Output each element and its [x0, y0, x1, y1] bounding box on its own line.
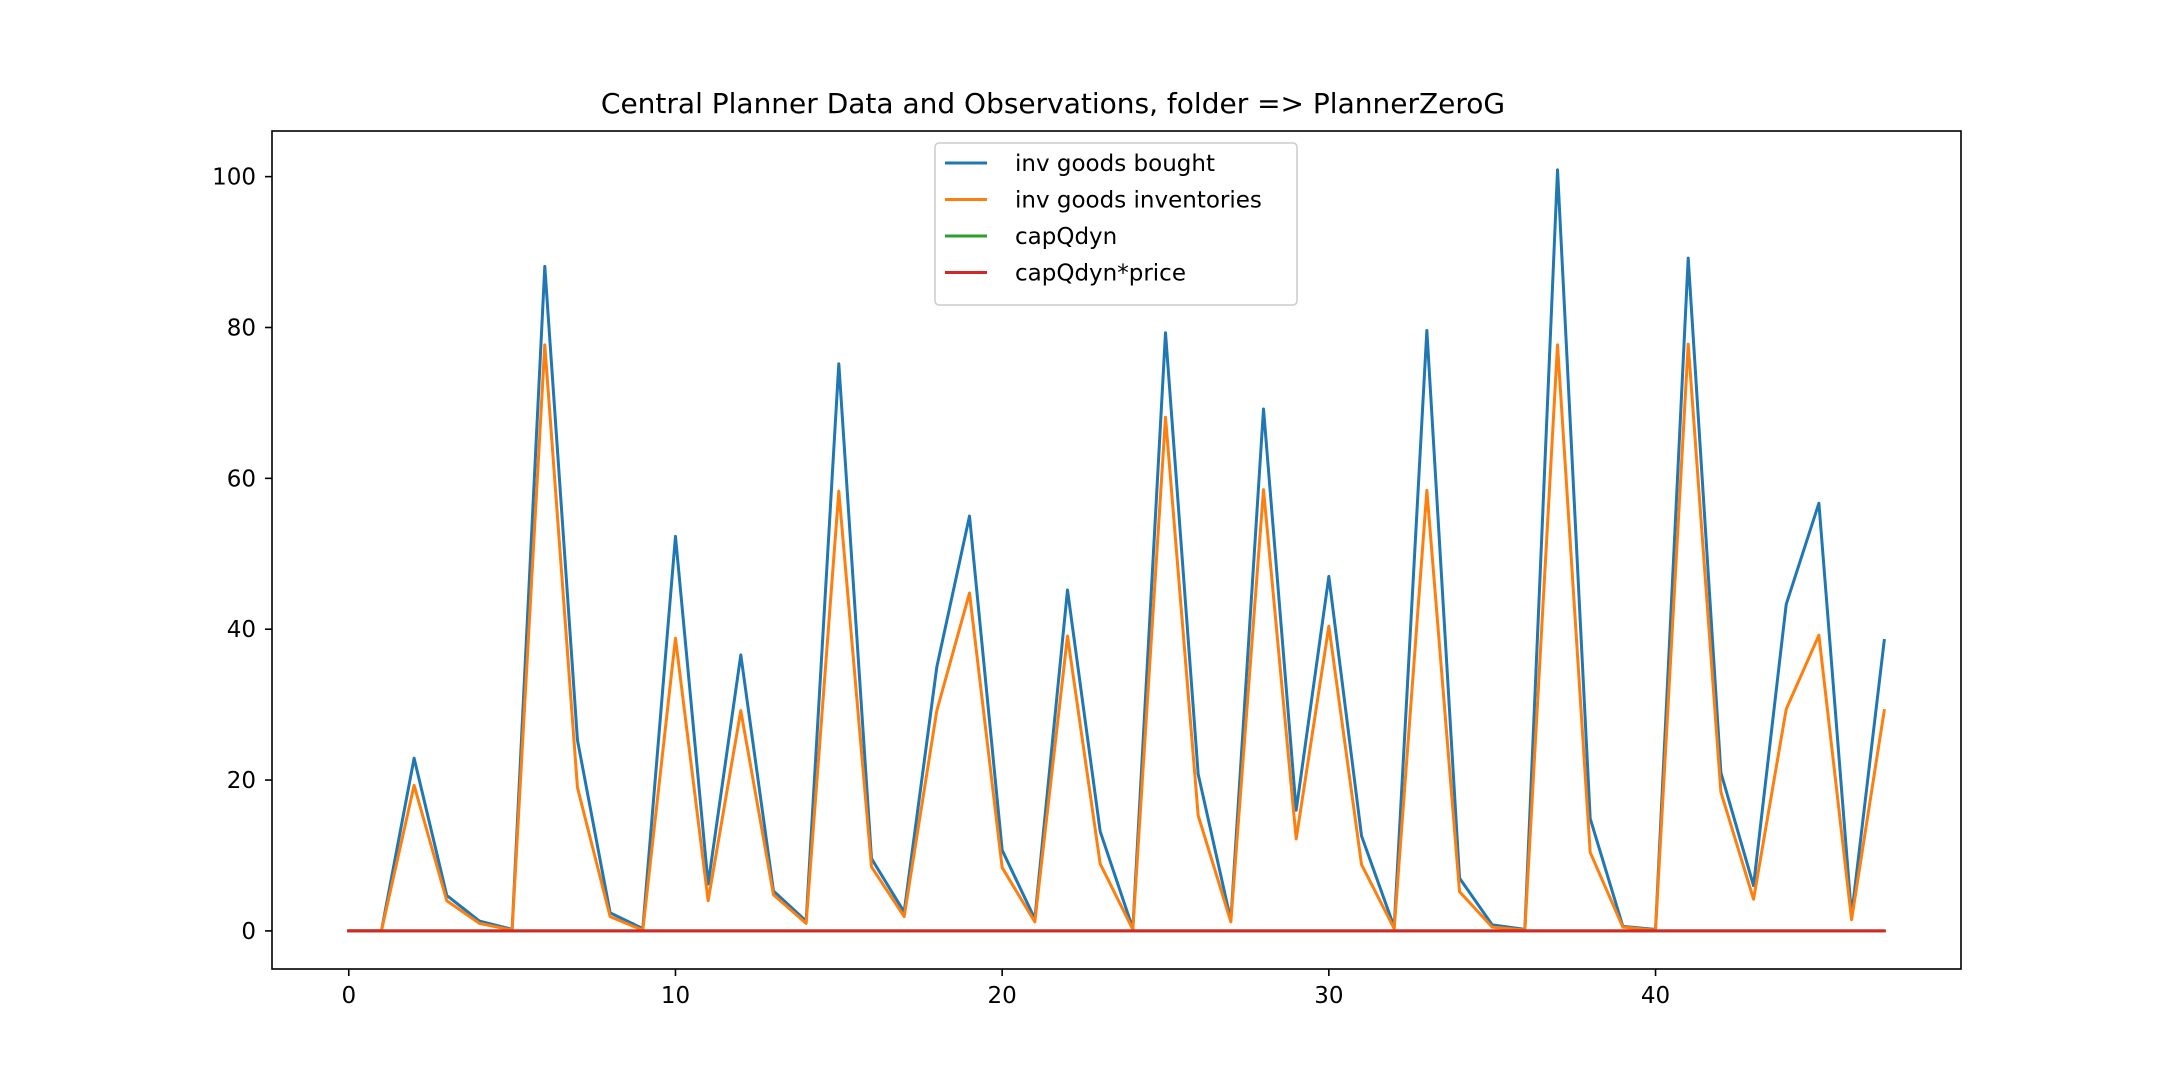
axes-layer: 0 10 20 30 40 0 20 40 60 80 100: [212, 130, 1962, 1009]
y-tick-label: 40: [227, 617, 256, 643]
chart-title: Central Planner Data and Observations, f…: [601, 87, 1505, 120]
legend-label: capQdyn*price: [1015, 261, 1186, 287]
x-tick-label: 10: [661, 983, 690, 1009]
legend-box: [934, 142, 1298, 306]
legend-label: inv goods inventories: [1015, 188, 1262, 214]
series-line-2: [347, 342, 1886, 933]
legend-label: inv goods bought: [1015, 151, 1215, 177]
y-tick-label: 80: [227, 315, 256, 341]
legend: inv goods bought inv goods inventories cap…: [934, 142, 1298, 306]
plot-frame: [271, 130, 1962, 970]
x-tick-label: 40: [1641, 983, 1670, 1009]
x-tick-label: 0: [341, 983, 356, 1009]
y-tick-label: 0: [241, 919, 256, 945]
x-tick-label: 30: [1314, 983, 1343, 1009]
y-tick-label: 100: [212, 165, 256, 191]
x-tick-label: 20: [988, 983, 1017, 1009]
y-tick-label: 20: [227, 768, 256, 794]
y-tick-label: 60: [227, 466, 256, 492]
series-layer: [347, 168, 1886, 933]
legend-label: capQdyn: [1015, 224, 1117, 250]
